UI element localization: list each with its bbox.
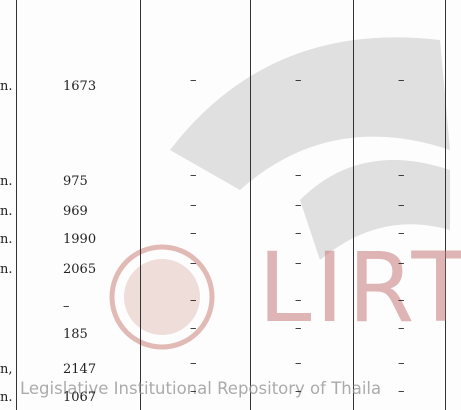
dash-cell: – bbox=[295, 356, 302, 371]
dash-cell: – bbox=[398, 256, 405, 271]
row-value: 1990 bbox=[63, 232, 97, 247]
dash-cell: – bbox=[190, 356, 197, 371]
dash-cell: – bbox=[398, 73, 405, 88]
dash-cell: – bbox=[398, 168, 405, 183]
column-rule bbox=[445, 0, 446, 410]
dash-cell: – bbox=[295, 384, 302, 399]
row-label: n. bbox=[0, 204, 13, 219]
dash-cell: – bbox=[295, 256, 302, 271]
dash-cell: – bbox=[295, 168, 302, 183]
row-value: 975 bbox=[63, 174, 88, 189]
dash-cell: – bbox=[398, 198, 405, 213]
row-label: n. bbox=[0, 390, 13, 405]
row-value: 1067 bbox=[63, 390, 97, 405]
dash-cell: – bbox=[190, 73, 197, 88]
row-label: n. bbox=[0, 174, 13, 189]
row-label: n. bbox=[0, 262, 13, 277]
dash-cell: – bbox=[295, 226, 302, 241]
dash-cell: – bbox=[190, 384, 197, 399]
watermark-text: LIRT bbox=[258, 232, 461, 344]
row-label: n. bbox=[0, 232, 13, 247]
watermark-caption: Legislative Institutional Repository of … bbox=[20, 379, 382, 398]
dash-cell: – bbox=[398, 384, 405, 399]
dash-cell: – bbox=[398, 226, 405, 241]
dash-cell: – bbox=[398, 321, 405, 336]
row-value: – bbox=[63, 299, 70, 314]
row-label: n, bbox=[0, 362, 13, 377]
dash-cell: – bbox=[190, 198, 197, 213]
row-label: n. bbox=[0, 79, 13, 94]
column-rule bbox=[353, 0, 354, 410]
dash-cell: – bbox=[295, 321, 302, 336]
column-rule bbox=[250, 0, 251, 410]
row-value: 185 bbox=[63, 327, 88, 342]
row-value: 2065 bbox=[63, 262, 97, 277]
dash-cell: – bbox=[295, 198, 302, 213]
column-rule bbox=[16, 0, 17, 410]
dash-cell: – bbox=[295, 293, 302, 308]
dash-cell: – bbox=[190, 168, 197, 183]
row-value: 969 bbox=[63, 204, 88, 219]
dash-cell: – bbox=[398, 293, 405, 308]
column-rule bbox=[140, 0, 141, 410]
dash-cell: – bbox=[295, 73, 302, 88]
dash-cell: – bbox=[398, 356, 405, 371]
row-value: 1673 bbox=[63, 79, 97, 94]
dash-cell: – bbox=[190, 226, 197, 241]
dash-cell: – bbox=[190, 256, 197, 271]
dash-cell: – bbox=[190, 293, 197, 308]
row-value: 2147 bbox=[63, 362, 97, 377]
dash-cell: – bbox=[190, 321, 197, 336]
